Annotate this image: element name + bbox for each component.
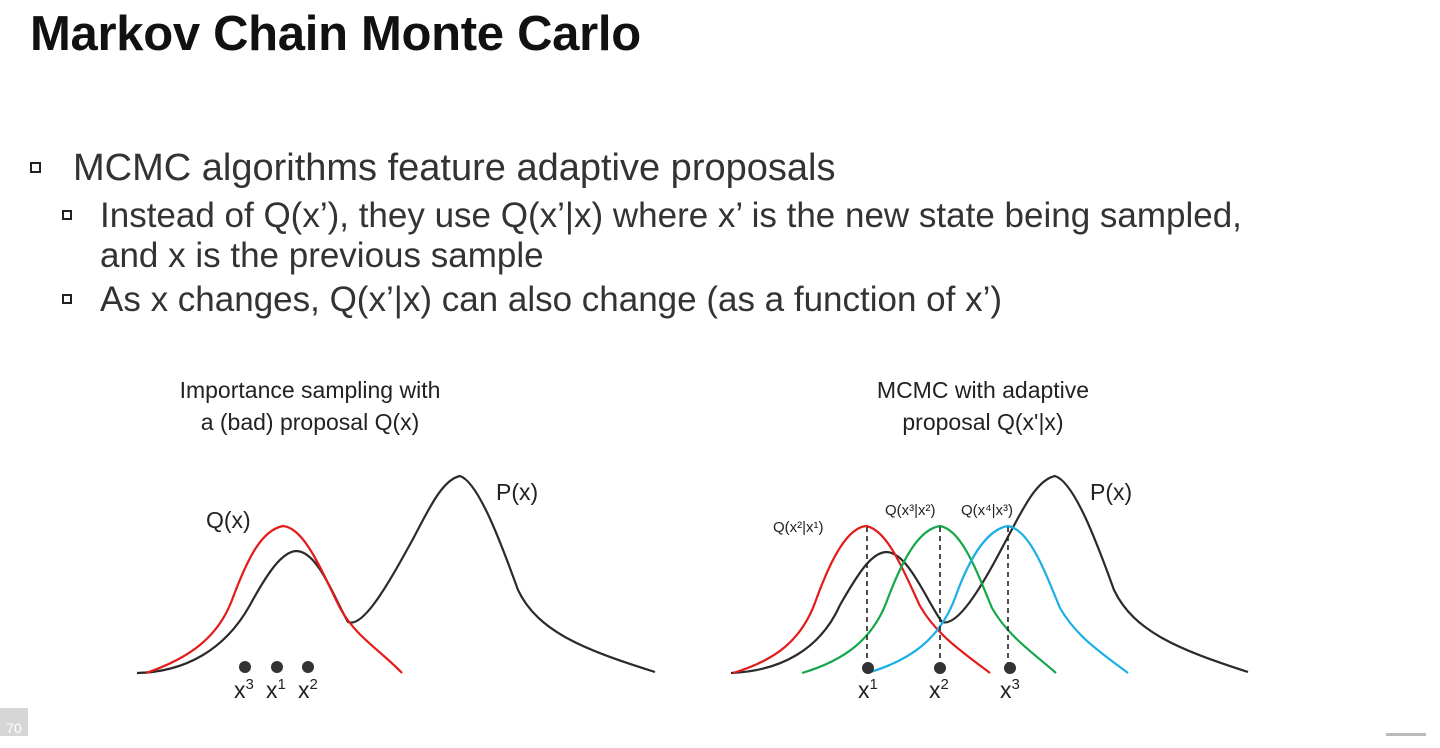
bullet-sub-1-line-1: Instead of Q(x’), they use Q(x’|x) where…: [100, 196, 1242, 235]
footer-corner-mark: [1386, 733, 1426, 736]
left-q-label: Q(x): [206, 507, 251, 533]
left-sample-label-x3: x3: [234, 676, 254, 703]
right-sample-label-x1: x1: [858, 676, 878, 703]
right-q1-curve: [732, 524, 991, 675]
right-figure-title-line-1: MCMC with adaptive: [877, 377, 1089, 403]
right-q2-label: Q(x³|x²): [885, 502, 936, 519]
left-sample-dot-2: [302, 661, 314, 673]
right-q1-label: Q(x²|x¹): [773, 519, 824, 536]
left-q-curve: [145, 524, 403, 675]
left-sample-label-x2: x2: [298, 676, 318, 703]
square-bullet-icon: [62, 209, 72, 220]
left-sample-label-x1: x1: [266, 676, 286, 703]
left-p-label: P(x): [496, 479, 538, 505]
right-target-curve: [730, 474, 1249, 675]
right-sample-dot-1: [862, 662, 874, 674]
bullet-main: MCMC algorithms feature adaptive proposa…: [30, 147, 835, 190]
right-sample-dot-3: [1004, 662, 1016, 674]
left-figure-title-line-2: a (bad) proposal Q(x): [201, 409, 420, 435]
bullet-sub-2-text: As x changes, Q(x’|x) can also change (a…: [100, 280, 1003, 319]
bullet-sub-1-line-2: and x is the previous sample: [100, 236, 544, 275]
right-sample-label-x3: x3: [1000, 676, 1020, 703]
bullet-main-text: MCMC algorithms feature adaptive proposa…: [73, 147, 836, 189]
left-target-curve: [136, 474, 656, 675]
left-sample-dot-1: [271, 661, 283, 673]
right-q2-curve: [801, 524, 1057, 675]
right-q3-label: Q(x⁴|x³): [961, 502, 1013, 519]
right-p-label: P(x): [1090, 479, 1132, 505]
right-q3-curve: [866, 524, 1129, 675]
slide-title: Markov Chain Monte Carlo: [30, 7, 641, 61]
square-bullet-icon: [30, 162, 41, 174]
right-sample-dot-2: [934, 662, 946, 674]
right-sample-label-x2: x2: [929, 676, 949, 703]
left-figure-title-line-1: Importance sampling with: [180, 377, 441, 403]
square-bullet-icon: [62, 293, 72, 304]
mcmc-diagram: Importance sampling with a (bad) proposa…: [136, 377, 1249, 703]
left-sample-dot-3: [239, 661, 251, 673]
right-figure-title-line-2: proposal Q(x'|x): [902, 409, 1063, 435]
page-number: 70: [0, 708, 28, 736]
bullet-sub-1: Instead of Q(x’), they use Q(x’|x) where…: [62, 196, 1242, 276]
bullet-sub-2: As x changes, Q(x’|x) can also change (a…: [62, 280, 1002, 320]
